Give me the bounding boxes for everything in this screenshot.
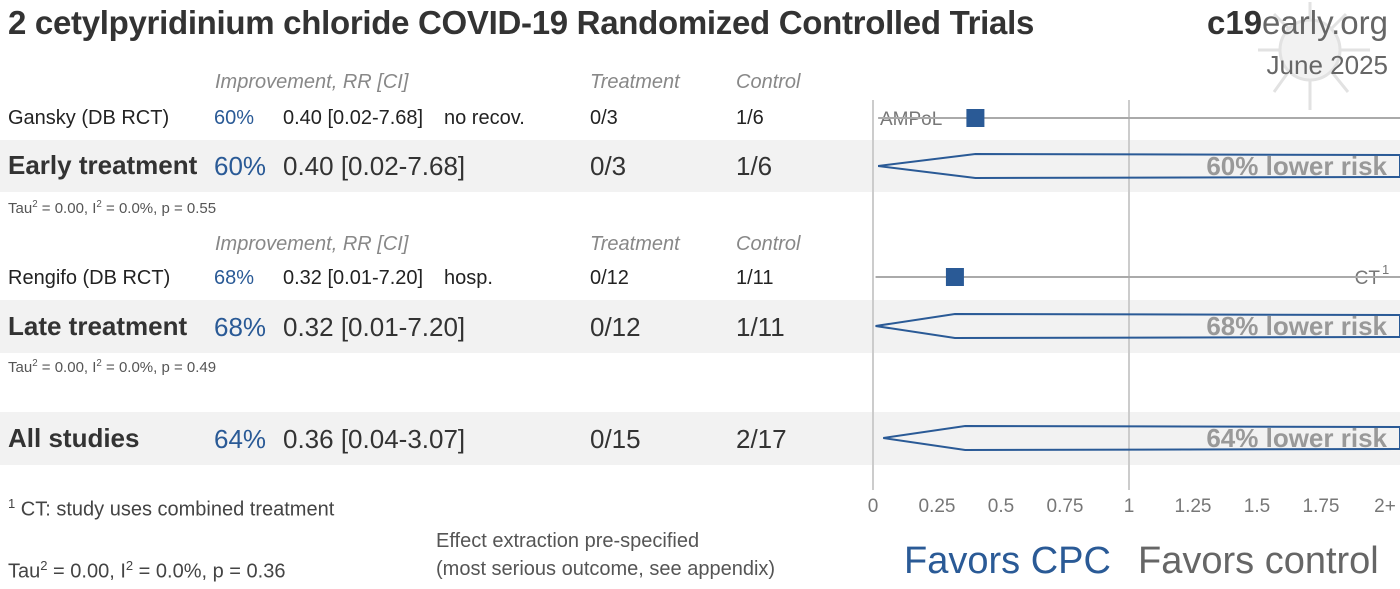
study-outcome: no recov. [444,107,525,129]
heterogeneity-stats: Tau2 = 0.00, I2 = 0.0%, p = 0.55 [8,199,217,217]
col-header-control: Control [736,71,801,93]
study-marker-label: AMPoL [880,109,942,130]
group-improvement: 60% [214,151,267,181]
study-improvement: 68% [214,267,255,289]
date-label: June 2025 [1266,50,1388,80]
risk-reduction-label: 64% lower risk [1206,423,1387,453]
risk-reduction-label: 68% lower risk [1206,311,1387,341]
study-improvement: 60% [214,107,255,129]
group-rr: 0.40 [0.02-7.68] [283,151,466,181]
extraction-note-line2: (most serious outcome, see appendix) [436,558,776,580]
col-header-treatment: Treatment [590,233,680,255]
col-header-treatment: Treatment [590,71,680,93]
pooled-effect-diamond [883,424,1400,452]
all-studies-name: All studies [8,423,140,453]
virus-logo-icon [1258,2,1370,110]
brand-rest: early.org [1262,4,1388,41]
x-tick-label: 0.75 [1047,496,1084,517]
all-studies-improvement: 64% [214,424,267,454]
group-rr: 0.32 [0.01-7.20] [283,312,466,342]
group-improvement: 68% [214,312,267,342]
x-tick-label: 2+ [1374,496,1396,517]
study-treatment: 0/3 [590,107,618,129]
group-control: 1/6 [736,151,773,181]
x-tick-label: 1 [1124,496,1135,517]
late-group-band [0,300,1400,353]
x-tick-label: 0.25 [919,496,956,517]
all-studies-rr: 0.36 [0.04-3.07] [283,424,466,454]
study-control: 1/6 [736,107,764,129]
study-treatment: 0/12 [590,267,629,289]
all-studies-band [0,412,1400,465]
x-tick-label: 1.5 [1244,496,1270,517]
col-header-improvement: Improvement, RR [CI] [215,233,409,255]
all-studies-treatment: 0/15 [590,424,641,454]
pooled-effect-diamond [877,152,1400,180]
x-tick-label: 0 [868,496,879,517]
study-name: Rengifo (DB RCT) [8,267,171,289]
study-marker-label: CT [1355,268,1381,289]
x-tick-label: 1.25 [1175,496,1212,517]
brand-bold: c19 [1206,4,1263,41]
favors-cpc-label: Favors CPC [904,540,1111,582]
study-point-marker [966,109,985,127]
overall-heterogeneity-stats: Tau2 = 0.00, I2 = 0.0%, p = 0.36 [8,558,286,583]
group-name: Late treatment [8,311,188,341]
favors-control-label: Favors control [1138,540,1379,582]
heterogeneity-stats: Tau2 = 0.00, I2 = 0.0%, p = 0.49 [8,358,217,376]
study-name: Gansky (DB RCT) [8,107,170,129]
study-rr: 0.32 [0.01-7.20] [283,267,424,289]
group-name: Early treatment [8,150,198,180]
pooled-effect-diamond [875,312,1400,340]
group-treatment: 0/12 [590,312,641,342]
col-header-control: Control [736,233,801,255]
early-group-band [0,140,1400,192]
page-title: 2 cetylpyridinium chloride COVID-19 Rand… [8,4,1035,41]
all-studies-control: 2/17 [736,424,787,454]
x-tick-label: 0.5 [988,496,1014,517]
group-treatment: 0/3 [590,151,627,181]
group-control: 1/11 [736,312,785,342]
study-rr: 0.40 [0.02-7.68] [283,107,424,129]
risk-reduction-label: 60% lower risk [1206,151,1387,181]
col-header-improvement: Improvement, RR [CI] [215,71,409,93]
study-marker-footnote: 1 [1382,262,1389,277]
study-outcome: hosp. [444,267,493,289]
x-tick-label: 1.75 [1303,496,1340,517]
study-point-marker [945,268,964,286]
extraction-note-line1: Effect extraction pre-specified [436,530,700,552]
footnote: 1 CT: study uses combined treatment [8,496,335,521]
study-control: 1/11 [736,267,774,289]
brand-logo[interactable]: c19early.org [1207,4,1388,42]
